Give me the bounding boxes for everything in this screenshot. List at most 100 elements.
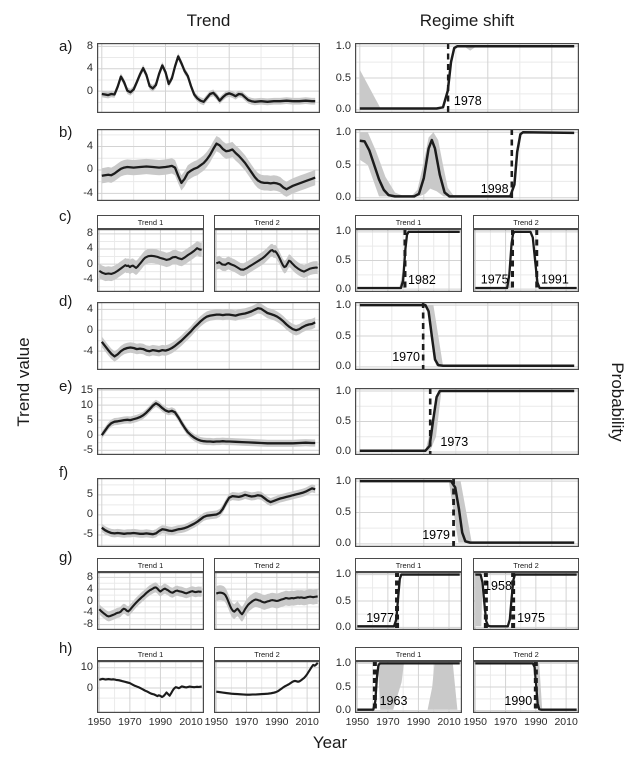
regime-panel: 1970 <box>355 302 579 370</box>
shift-year-annotation: 1970 <box>392 350 420 364</box>
y-tick-label: 5 <box>86 488 93 501</box>
panel-strip-label: Trend 2 <box>473 558 579 572</box>
trend-panel <box>97 478 320 547</box>
y-tick-label: 0.5 <box>335 680 351 693</box>
y-axis-label-trend-value: Trend value <box>14 337 33 427</box>
y-tick-label: 0.5 <box>335 158 351 171</box>
y-tick-label: 1.0 <box>335 474 351 487</box>
y-tick-label: -4 <box>83 272 93 285</box>
y-tick-label: 4 <box>86 140 93 153</box>
shift-year-annotation: 1963 <box>380 694 408 708</box>
y-tick-label: 0.5 <box>335 71 351 84</box>
y-tick-label: 0.5 <box>335 506 351 518</box>
y-tick-label: -4 <box>83 344 93 357</box>
trend-panel <box>214 229 320 292</box>
trend-panel <box>97 572 204 630</box>
shift-year-annotation: 1958 <box>484 579 512 593</box>
y-tick-label: -8 <box>83 618 93 631</box>
regime-panel: 1979 <box>355 478 579 547</box>
y-tick-label: 8 <box>86 39 93 52</box>
x-axis-label-year: Year <box>312 733 348 752</box>
x-tick-label: 1950 <box>87 716 111 728</box>
x-tick-label: 2010 <box>554 716 578 728</box>
shift-year-annotation: 1975 <box>481 272 509 286</box>
x-tick-label: 2010 <box>437 716 461 728</box>
y-tick-label: 0.5 <box>335 594 351 607</box>
y-tick-label: 0 <box>86 681 93 694</box>
y-tick-label: 5 <box>86 413 93 426</box>
trend-panel <box>97 302 320 370</box>
x-tick-label: 1950 <box>204 716 228 728</box>
shift-year-annotation: 1979 <box>422 528 450 542</box>
y-tick-label: 4 <box>86 302 93 315</box>
shift-year-annotation: 1978 <box>454 94 482 108</box>
x-tick-label: 2010 <box>295 716 319 728</box>
x-tick-label: 2010 <box>179 716 203 728</box>
panel-strip-label: Trend 2 <box>214 558 320 572</box>
regime-panel: 1977 <box>355 572 462 630</box>
trend-panel <box>214 572 320 630</box>
y-tick-label: 1.0 <box>335 39 351 52</box>
row-label-g: g) <box>59 549 73 566</box>
shift-year-annotation: 1975 <box>517 611 545 625</box>
x-tick-label: 1990 <box>524 716 548 728</box>
y-tick-label: 0.5 <box>335 415 351 427</box>
row-label-f: f) <box>59 464 69 481</box>
trend-panel <box>214 661 320 713</box>
y-tick-label: -4 <box>83 186 93 199</box>
y-tick-label: 0 <box>86 508 93 521</box>
panel-strip-label: Trend 1 <box>97 215 204 229</box>
trend-panel <box>97 129 320 201</box>
y-tick-label: -5 <box>83 528 93 541</box>
trend-panel <box>97 388 320 455</box>
trend-panel <box>97 661 204 713</box>
y-tick-label: -5 <box>83 443 93 456</box>
column-title-regime-shift: Regime shift <box>419 11 515 30</box>
y-tick-label: -4 <box>83 606 93 619</box>
y-tick-label: 0.0 <box>335 620 351 633</box>
y-tick-label: 0 <box>86 428 93 441</box>
regime-panel: 1998 <box>355 129 579 201</box>
y-tick-label: 10 <box>80 661 93 674</box>
regime-panel: 1982 <box>355 229 462 292</box>
shift-year-annotation: 1982 <box>408 273 436 287</box>
panel-strip-label: Trend 1 <box>355 558 462 572</box>
x-tick-label: 1970 <box>493 716 518 728</box>
regime-panel: 1978 <box>355 43 579 113</box>
column-title-trend: Trend <box>186 11 231 30</box>
row-label-c: c) <box>59 208 72 225</box>
y-tick-label: 0 <box>86 163 93 176</box>
row-label-b: b) <box>59 124 73 141</box>
y-tick-label: 0 <box>86 594 93 607</box>
x-tick-label: 1970 <box>234 716 259 728</box>
y-tick-label: 1.0 <box>335 225 351 238</box>
panel-strip-label: Trend 1 <box>355 215 462 229</box>
y-tick-label: 0 <box>86 84 93 97</box>
row-label-e: e) <box>59 378 73 395</box>
y-tick-label: 1.0 <box>335 298 351 311</box>
y-tick-label: 4 <box>86 242 93 255</box>
panel-strip-label: Trend 1 <box>97 558 204 572</box>
row-label-d: d) <box>59 293 73 310</box>
y-tick-label: 0 <box>86 323 93 336</box>
y-tick-label: 0.0 <box>335 360 351 373</box>
panel-strip-label: Trend 1 <box>355 647 462 661</box>
x-tick-label: 1990 <box>406 716 431 728</box>
y-tick-label: 1.0 <box>335 125 351 138</box>
y-tick-label: 8 <box>86 227 93 240</box>
trend-panel <box>97 229 204 292</box>
y-tick-label: 0.0 <box>335 445 351 458</box>
shift-year-annotation: 1977 <box>366 611 394 625</box>
panel-strip-label: Trend 2 <box>473 647 579 661</box>
y-tick-label: 1.0 <box>335 384 351 397</box>
y-tick-label: 1.0 <box>335 568 351 581</box>
shift-year-annotation: 1998 <box>481 182 509 196</box>
regime-panel: 1973 <box>355 388 579 455</box>
y-tick-label: 15 <box>80 383 93 396</box>
x-tick-label: 1990 <box>265 716 289 728</box>
y-axis-label-probability: Probability <box>608 362 627 442</box>
y-tick-label: 0.5 <box>335 254 351 266</box>
row-label-a: a) <box>59 38 73 55</box>
regime-panel: 1958 1975 <box>473 572 579 630</box>
regime-panel: 1963 <box>355 661 462 713</box>
